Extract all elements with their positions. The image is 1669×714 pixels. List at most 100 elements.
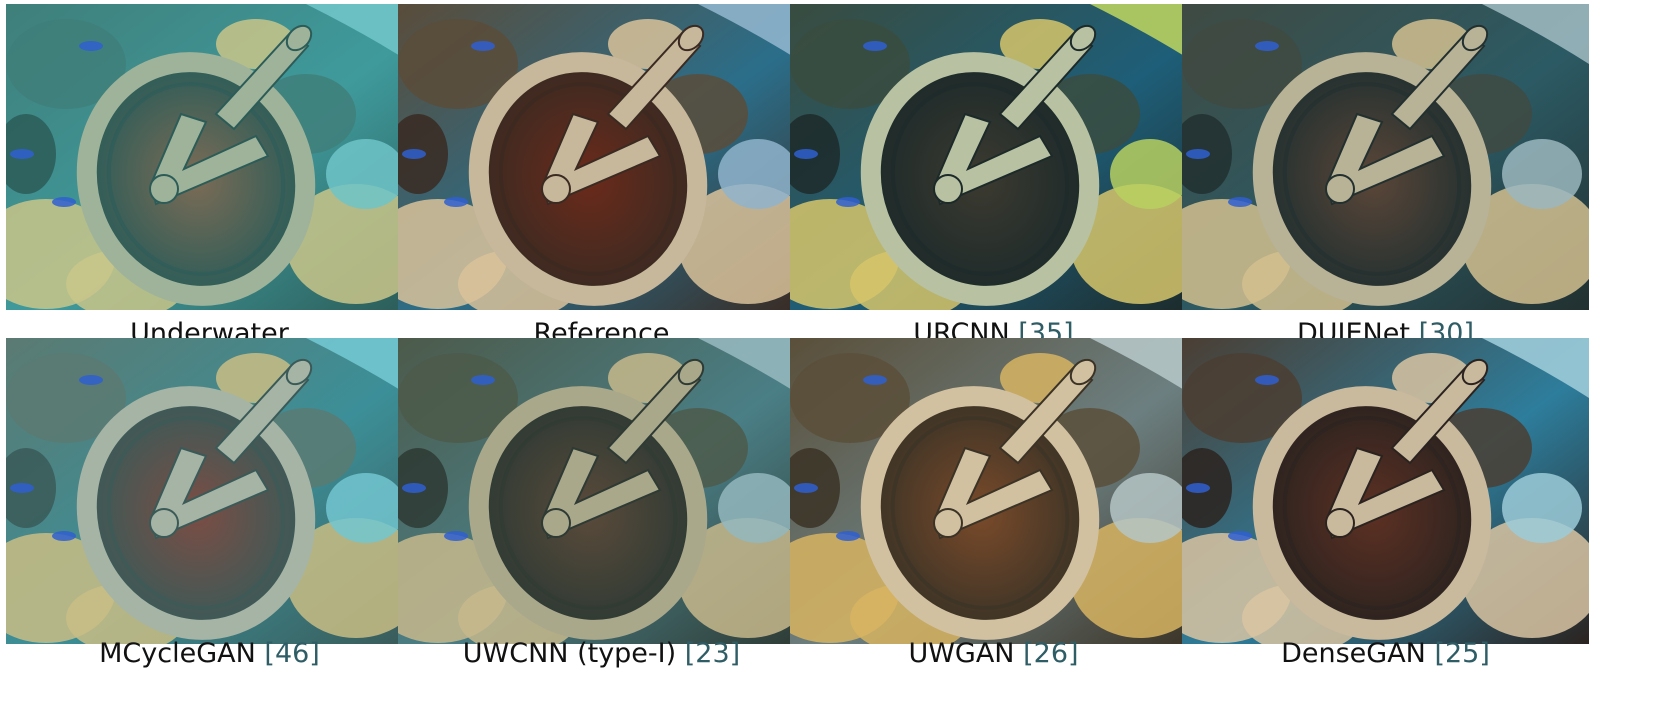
handle-cap xyxy=(677,358,705,386)
fish xyxy=(794,149,818,159)
open-water xyxy=(1482,4,1589,64)
open-water xyxy=(1090,338,1197,398)
wheel-handle xyxy=(214,364,310,465)
wheel-inner-edge xyxy=(498,82,678,276)
caption-citation: [46] xyxy=(264,638,320,669)
scene-illustration xyxy=(1182,338,1589,644)
uwcnn-type-i-image xyxy=(398,338,805,644)
fish xyxy=(863,375,887,385)
wheel-handle xyxy=(606,364,702,465)
wheel-hub xyxy=(1325,508,1355,538)
reference-image xyxy=(398,4,805,310)
caption-label: UWCNN (type-I) xyxy=(462,638,677,669)
wheel-hub xyxy=(933,508,963,538)
fish xyxy=(444,197,468,207)
caption-citation: [26] xyxy=(1023,638,1079,669)
densegan-image xyxy=(1182,338,1589,644)
open-water xyxy=(306,338,413,398)
caption-label: MCycleGAN xyxy=(99,638,256,669)
wheel-hub xyxy=(1325,174,1355,204)
handle-cap xyxy=(1461,358,1489,386)
open-water xyxy=(1482,338,1589,398)
fish xyxy=(52,197,76,207)
reef-coral xyxy=(1502,473,1582,543)
caption-citation: [25] xyxy=(1434,638,1490,669)
scene-illustration xyxy=(6,338,413,644)
wheel-handle xyxy=(1390,364,1486,465)
reef-coral xyxy=(286,518,413,638)
scene-illustration xyxy=(790,338,1197,644)
fish xyxy=(52,531,76,541)
wheel-hub xyxy=(149,508,179,538)
fish xyxy=(1228,197,1252,207)
wheel-handle xyxy=(998,30,1094,131)
caption-citation: [23] xyxy=(684,638,741,669)
fish xyxy=(402,483,426,493)
wheel-hub xyxy=(541,174,571,204)
fish xyxy=(863,41,887,51)
reef-coral xyxy=(1110,473,1190,543)
uwgan-image xyxy=(790,338,1197,644)
fish xyxy=(1186,149,1210,159)
handle-cap xyxy=(285,358,313,386)
fish xyxy=(471,375,495,385)
handle-cap xyxy=(1069,358,1097,386)
scene-illustration xyxy=(398,4,805,310)
wheel-hub xyxy=(933,174,963,204)
fish xyxy=(794,483,818,493)
scene-illustration xyxy=(6,4,413,310)
reef-coral xyxy=(1502,139,1582,209)
handle-cap xyxy=(1069,24,1097,52)
wheel-handle xyxy=(998,364,1094,465)
reef-coral xyxy=(1462,184,1589,304)
handle-cap xyxy=(1461,24,1489,52)
panel-caption: MCycleGAN [46] xyxy=(6,634,413,674)
fish xyxy=(1186,483,1210,493)
wheel-inner-edge xyxy=(1282,82,1462,276)
open-water xyxy=(698,4,805,64)
reef-coral xyxy=(326,139,406,209)
reef-coral xyxy=(1110,139,1190,209)
reef-coral xyxy=(286,184,413,304)
fish xyxy=(1228,531,1252,541)
reef-coral xyxy=(326,473,406,543)
reef-coral xyxy=(678,184,805,304)
wheel-inner-edge xyxy=(890,82,1070,276)
open-water xyxy=(306,4,413,64)
mcyclegan-image xyxy=(6,338,413,644)
reef-coral xyxy=(718,473,798,543)
fish xyxy=(402,149,426,159)
panel-caption: UWGAN [26] xyxy=(790,634,1197,674)
wheel-hub xyxy=(149,174,179,204)
wheel-hub xyxy=(541,508,571,538)
fish xyxy=(79,41,103,51)
handle-cap xyxy=(677,24,705,52)
underwater-image xyxy=(6,4,413,310)
open-water xyxy=(1090,4,1197,64)
wheel-handle xyxy=(1390,30,1486,131)
urcnn-image xyxy=(790,4,1197,310)
fish xyxy=(79,375,103,385)
scene-illustration xyxy=(1182,4,1589,310)
wheel-handle xyxy=(214,30,310,131)
reef-coral xyxy=(1070,184,1197,304)
open-water xyxy=(698,338,805,398)
wheel-inner-edge xyxy=(106,82,286,276)
reef-coral xyxy=(718,139,798,209)
wheel-inner-edge xyxy=(106,416,286,610)
duienet-image xyxy=(1182,4,1589,310)
fish xyxy=(10,149,34,159)
scene-illustration xyxy=(790,4,1197,310)
scene-illustration xyxy=(398,338,805,644)
fish xyxy=(10,483,34,493)
handle-cap xyxy=(285,24,313,52)
fish xyxy=(1255,375,1279,385)
wheel-inner-edge xyxy=(890,416,1070,610)
wheel-inner-edge xyxy=(498,416,678,610)
panel-caption: UWCNN (type-I) [23] xyxy=(398,634,805,674)
fish xyxy=(471,41,495,51)
wheel-inner-edge xyxy=(1282,416,1462,610)
panel-caption: DenseGAN [25] xyxy=(1182,634,1589,674)
reef-coral xyxy=(1462,518,1589,638)
